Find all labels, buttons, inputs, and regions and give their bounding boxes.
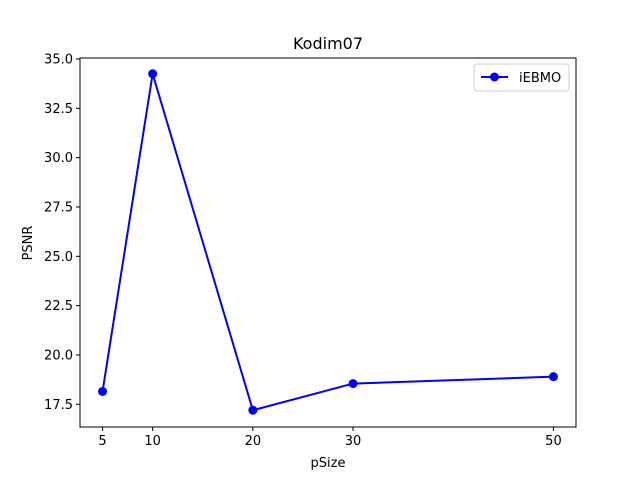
x-axis: 5 10 20 30 50 (98, 427, 562, 449)
x-tick-label: 5 (98, 434, 106, 449)
x-tick-label: 50 (545, 434, 562, 449)
x-tick-label: 30 (345, 434, 362, 449)
y-tick-label: 27.5 (44, 200, 73, 215)
legend-label-iebmo: iEBMO (519, 71, 561, 86)
data-point (548, 372, 558, 382)
plot-frame (79, 57, 577, 428)
data-point (348, 379, 358, 389)
y-axis: 17.5 20.0 22.5 25.0 27.5 30.0 32.5 35.0 (44, 52, 80, 413)
legend-marker-iebmo (490, 72, 499, 82)
y-tick-label: 25.0 (44, 250, 73, 265)
chart-title: Kodim07 (293, 34, 363, 53)
y-tick-label: 22.5 (44, 299, 73, 314)
y-tick-label: 30.0 (44, 151, 73, 166)
x-tick-label: 20 (245, 434, 262, 449)
legend-box (473, 63, 570, 92)
data-point (148, 69, 158, 79)
legend: iEBMO (473, 63, 570, 92)
series-line-iebmo (101, 72, 554, 412)
x-axis-label: pSize (311, 456, 346, 471)
y-tick-label: 17.5 (44, 398, 73, 413)
y-axis-label: PSNR (21, 226, 36, 261)
y-tick-label: 32.5 (44, 102, 73, 117)
data-point (248, 405, 258, 415)
x-tick-label: 10 (144, 434, 161, 449)
y-tick-label: 20.0 (44, 348, 73, 363)
y-tick-label: 35.0 (44, 52, 73, 67)
data-point (98, 386, 108, 396)
plot-area (98, 69, 558, 415)
